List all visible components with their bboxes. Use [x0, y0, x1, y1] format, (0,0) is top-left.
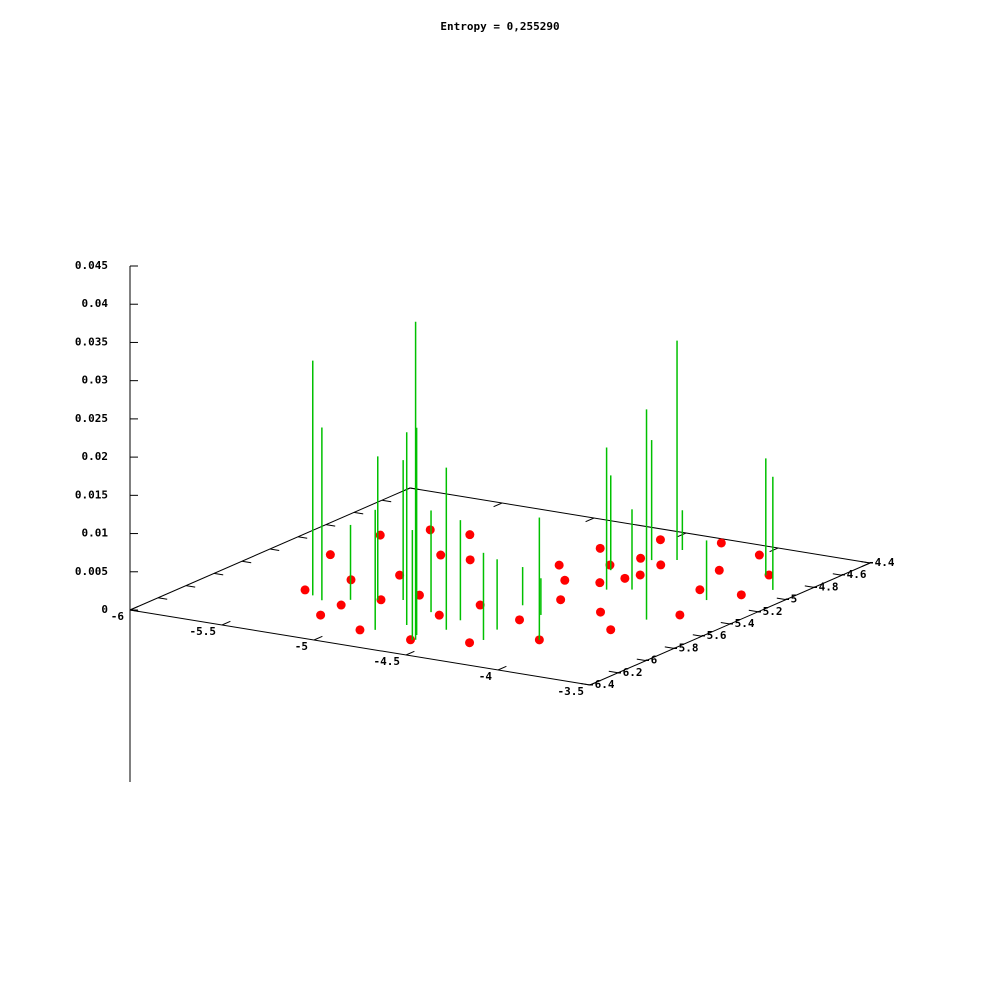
x-tick	[861, 562, 871, 568]
x-tick-label: -4	[479, 670, 493, 683]
y-tick-label: -5	[784, 593, 797, 606]
attractor-point	[656, 560, 666, 570]
z-tick-label: 0.02	[82, 450, 109, 463]
x-tick-label: -5	[295, 640, 308, 653]
attractor-point	[560, 575, 570, 585]
x-tick-label: -4.5	[374, 655, 401, 668]
attractor-point	[406, 635, 416, 645]
x-tick	[585, 517, 595, 523]
attractor-point	[436, 550, 446, 560]
y-tick	[636, 658, 647, 662]
y-tick	[297, 536, 308, 539]
x-tick-label: -6	[111, 610, 125, 623]
y-tick-label: -4.6	[840, 568, 867, 581]
y-tick	[185, 585, 196, 588]
y-tick	[409, 487, 420, 490]
y-tick	[213, 572, 224, 576]
y-tick-label: -6	[644, 654, 658, 667]
z-tick-label: 0	[101, 603, 108, 616]
y-tick	[269, 548, 280, 551]
y-tick	[381, 499, 392, 503]
attractor-point	[434, 610, 444, 620]
x-tick	[497, 665, 507, 671]
z-tick-label: 0.01	[82, 527, 109, 540]
y-tick	[353, 511, 364, 515]
attractor-point	[695, 585, 705, 595]
x-tick-label: -3.5	[558, 685, 585, 698]
attractor-point	[636, 553, 646, 563]
y-tick-label: -4.8	[812, 580, 839, 593]
x-tick	[221, 620, 231, 626]
y-tick-label: -5.2	[756, 605, 783, 618]
y-tick-label: -5.8	[672, 641, 699, 654]
y-tick	[580, 683, 591, 686]
attractor-point	[596, 607, 606, 617]
z-tick-label: 0.04	[82, 297, 109, 310]
y-tick	[776, 597, 787, 601]
attractor-point	[395, 570, 405, 580]
z-tick-label: 0.005	[75, 565, 108, 578]
x-tick	[313, 635, 323, 641]
attractor-point	[655, 535, 665, 545]
attractor-point	[620, 573, 630, 583]
y-tick	[832, 573, 843, 576]
x-tick	[405, 650, 415, 656]
attractor-point	[606, 625, 616, 635]
z-tick-label: 0.015	[75, 488, 108, 501]
y-tick	[692, 634, 703, 637]
attractor-point	[376, 595, 386, 605]
attractor-point	[595, 543, 605, 553]
attractor-point	[300, 585, 310, 595]
y-tick-label: -4.4	[868, 556, 895, 569]
attractor-point	[716, 538, 726, 548]
attractor-point	[465, 555, 475, 565]
attractor-point	[325, 550, 335, 560]
x-tick	[589, 680, 599, 686]
y-tick-label: -5.6	[700, 629, 727, 642]
y-tick	[664, 646, 675, 649]
y-tick	[720, 622, 731, 625]
z-tick-label: 0.035	[75, 335, 108, 348]
y-tick-label: -6.4	[588, 678, 615, 691]
attractor-point	[764, 570, 774, 580]
y-tick	[241, 560, 252, 564]
chart-title: Entropy = 0,255290	[440, 20, 559, 33]
y-tick	[608, 670, 619, 674]
x-tick	[493, 502, 503, 508]
attractor-point	[595, 578, 605, 588]
x-tick-label: -5.5	[190, 625, 217, 638]
attractor-point	[336, 600, 346, 610]
attractor-point	[554, 560, 564, 570]
x-tick	[769, 547, 779, 553]
y-tick	[860, 561, 871, 564]
y-tick-label: -5.4	[728, 617, 755, 630]
attractor-point	[556, 595, 566, 605]
attractor-point	[754, 550, 764, 560]
x-tick	[129, 605, 139, 611]
attractor-point	[605, 560, 615, 570]
attractor-point	[465, 638, 475, 648]
attractor-point	[714, 565, 724, 575]
attractor-point	[355, 625, 365, 635]
attractor-point	[465, 530, 475, 540]
attractor-point	[675, 610, 685, 620]
z-tick-label: 0.03	[82, 374, 109, 387]
attractor-point	[316, 610, 326, 620]
attractor-point	[475, 600, 485, 610]
attractor-point	[635, 570, 645, 580]
y-tick-label: -6.2	[616, 666, 643, 679]
y-tick	[804, 585, 815, 588]
z-tick-label: 0.045	[75, 259, 108, 272]
attractor-point	[736, 590, 746, 600]
base-border	[409, 487, 871, 564]
attractor-point	[515, 615, 525, 625]
attractor-point	[425, 525, 435, 535]
y-tick	[325, 524, 336, 527]
z-tick-label: 0.025	[75, 412, 108, 425]
y-tick	[748, 609, 759, 613]
base-border	[129, 609, 591, 686]
y-tick	[157, 597, 168, 600]
